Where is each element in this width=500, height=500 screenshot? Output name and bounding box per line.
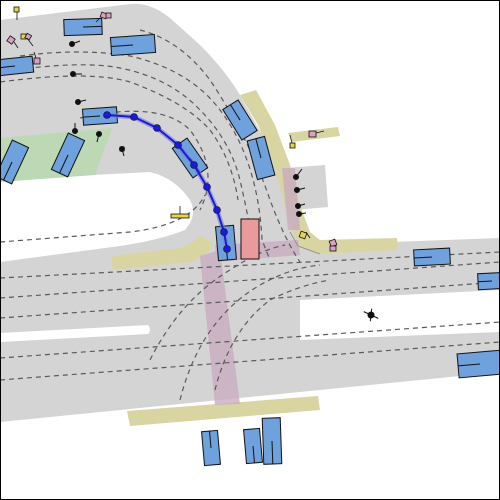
vehicle	[261, 417, 283, 465]
traffic-sign-icon	[33, 51, 41, 65]
pedestrian-icon	[72, 123, 78, 134]
cyclist-icon	[363, 308, 379, 322]
vehicle	[413, 247, 451, 267]
traffic-sign-icon	[119, 146, 125, 152]
vehicle	[201, 429, 221, 467]
road-surface	[0, 3, 500, 423]
pedestrian-icon	[75, 99, 87, 105]
pedestrian-icon	[96, 131, 102, 143]
vehicle	[243, 427, 263, 465]
traffic-sign-icon	[289, 134, 296, 149]
pedestrian-icon	[296, 211, 307, 217]
trajectory-waypoint-icon	[213, 206, 221, 214]
traffic-signs	[6, 6, 338, 252]
pedestrian-icon	[69, 40, 81, 47]
vehicle	[477, 271, 500, 291]
pedestrian-icon	[293, 168, 303, 180]
trajectory-waypoint-icon	[103, 111, 111, 119]
traffic-sign-icon	[298, 230, 311, 240]
trajectory-waypoint-icon	[220, 228, 228, 236]
vehicle	[0, 139, 30, 185]
traffic-sign-icon	[308, 130, 325, 138]
pedestrian-icon	[295, 203, 306, 209]
traffic-sign-icon	[328, 238, 338, 252]
vehicle	[246, 135, 276, 181]
predicted-trajectory	[103, 111, 231, 253]
traffic-sign-icon	[170, 206, 190, 219]
vehicle	[109, 33, 157, 57]
vehicle	[63, 17, 103, 37]
pedestrian-icon	[70, 71, 82, 77]
trajectory-waypoint-icon	[223, 245, 231, 253]
traffic-sign-icon	[6, 35, 19, 49]
road-edges	[289, 231, 321, 255]
vehicle	[0, 55, 35, 77]
pedestrian-icon	[294, 187, 306, 193]
vehicle	[222, 99, 258, 141]
ego-vehicle-icon	[240, 218, 260, 260]
traffic-sign-icon	[95, 11, 112, 23]
pedestrians	[69, 40, 307, 217]
traffic-sign-icon	[20, 32, 34, 47]
trajectory-waypoint-icon	[203, 183, 211, 191]
vehicle	[50, 132, 86, 178]
vehicle	[456, 349, 500, 379]
trajectory-waypoint-icon	[174, 141, 182, 149]
trajectory-waypoint-icon	[153, 124, 161, 132]
trajectory-waypoint-icon	[130, 113, 138, 121]
traffic-sign-icon	[13, 6, 20, 20]
trajectory-waypoint-icon	[190, 161, 198, 169]
